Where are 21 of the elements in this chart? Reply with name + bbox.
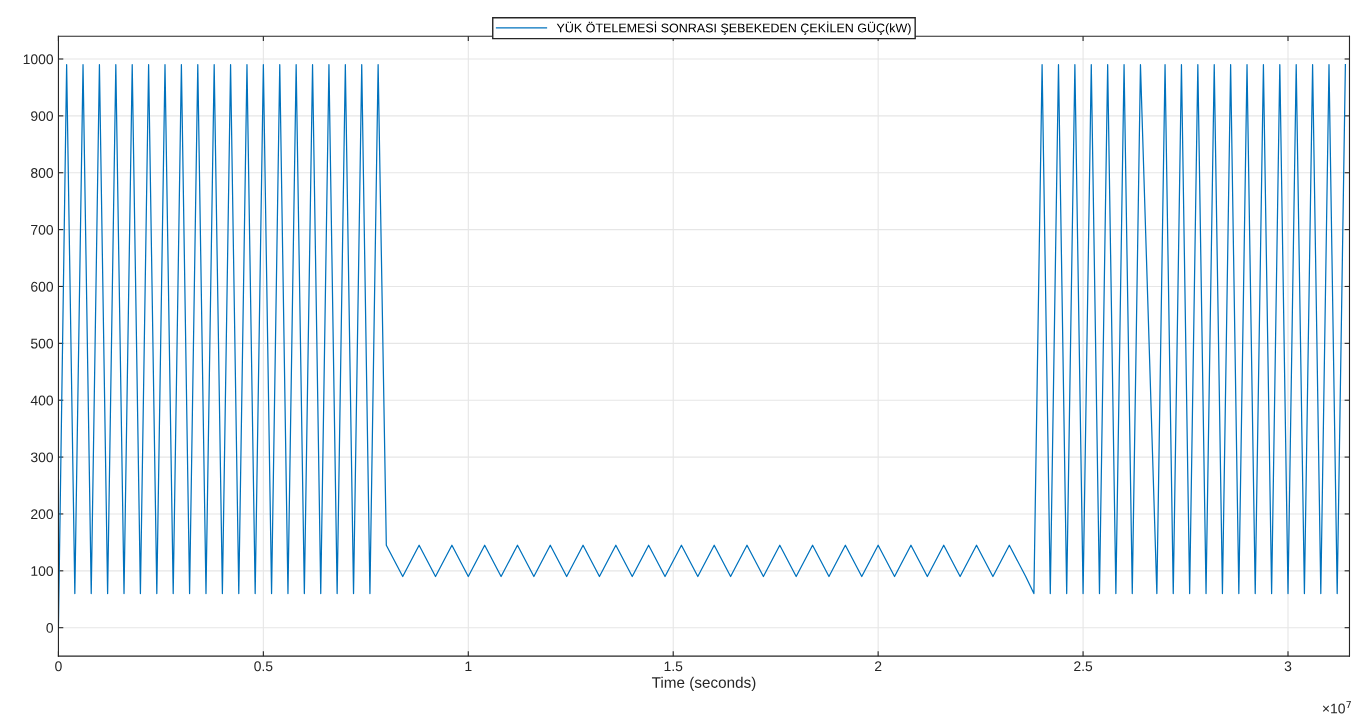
x-tick-label: 0 — [55, 661, 62, 672]
y-tick-label: 0 — [46, 623, 54, 633]
y-tick-label: 300 — [30, 452, 54, 463]
y-tick-label: 700 — [31, 224, 54, 235]
y-tick-label: 200 — [31, 509, 54, 520]
x-tick-label: 3 — [1284, 661, 1292, 672]
y-tick-label: 800 — [31, 168, 54, 178]
x-tick-label: 1.5 — [664, 661, 683, 672]
legend-label: YÜK ÖTELEMESİ SONRASI ŞEBEKEDEN ÇEKİLEN GÜÇ(kW) — [556, 21, 911, 35]
y-tick-label: 500 — [30, 338, 54, 349]
x-tick-label: 0.5 — [254, 661, 273, 672]
x-tick-label: 2.5 — [1074, 661, 1093, 672]
y-tick-label: 900 — [31, 111, 54, 122]
y-tick-label: 1000 — [23, 54, 54, 65]
y-tick-label: 400 — [30, 395, 54, 406]
x-tick-label: 2 — [874, 661, 882, 672]
x-tick-label: 1 — [465, 661, 472, 672]
text: ×10$^{7}$ — [1322, 700, 1351, 714]
y-tick-label: 600 — [31, 281, 54, 292]
y-tick-label: 100 — [31, 566, 54, 576]
x-axis-title: Time (seconds) — [651, 676, 756, 691]
